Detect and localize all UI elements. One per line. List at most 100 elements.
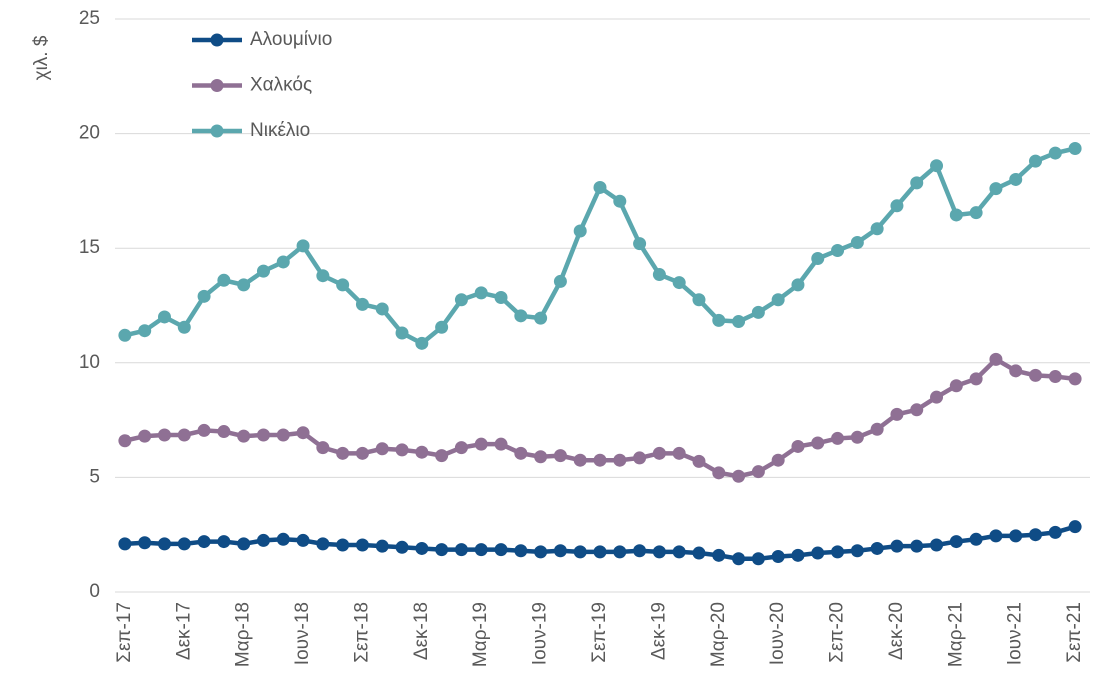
point	[157, 428, 171, 442]
point	[850, 235, 864, 249]
point	[197, 423, 211, 437]
point	[870, 541, 884, 555]
point	[692, 454, 706, 468]
legend-marker	[210, 79, 224, 92]
point	[355, 297, 369, 311]
point	[930, 390, 944, 404]
x-tick-label: Μαρ-19	[470, 602, 491, 667]
point	[296, 239, 310, 253]
point	[613, 453, 627, 467]
legend-marker	[210, 33, 224, 47]
point	[415, 541, 429, 555]
point	[276, 428, 290, 442]
point	[593, 545, 607, 559]
x-tick-label: Σεπ-21	[1064, 602, 1085, 663]
point	[652, 545, 666, 559]
point	[375, 539, 389, 553]
point	[791, 439, 805, 453]
point	[870, 422, 884, 436]
legend-label: Νικέλιο	[250, 120, 310, 141]
point	[395, 443, 409, 457]
point	[454, 441, 468, 455]
point	[652, 446, 666, 460]
point	[197, 535, 211, 549]
point	[930, 159, 944, 173]
point	[336, 278, 350, 292]
x-tick-label: Μαρ-18	[233, 602, 254, 667]
point	[494, 290, 508, 304]
point	[435, 543, 449, 557]
point	[751, 465, 765, 479]
point	[692, 293, 706, 307]
point	[652, 268, 666, 282]
point	[435, 320, 449, 334]
point	[514, 544, 528, 558]
point	[989, 352, 1003, 366]
point	[831, 545, 845, 559]
point	[811, 546, 825, 560]
point	[217, 273, 231, 287]
x-tick-label: Ιουν-19	[530, 602, 551, 665]
point	[692, 546, 706, 560]
point	[375, 302, 389, 316]
point	[454, 543, 468, 557]
point	[474, 543, 488, 557]
point	[732, 315, 746, 329]
point	[573, 453, 587, 467]
point	[613, 194, 627, 208]
point	[415, 336, 429, 350]
point	[157, 310, 171, 324]
point	[336, 446, 350, 460]
point	[989, 182, 1003, 196]
point	[256, 264, 270, 278]
point	[553, 274, 567, 288]
point	[910, 539, 924, 553]
point	[890, 407, 904, 421]
y-tick-label: 10	[79, 352, 100, 373]
point	[474, 286, 488, 300]
point	[197, 289, 211, 303]
point	[1068, 141, 1082, 155]
point	[593, 180, 607, 194]
y-tick-label: 15	[79, 237, 100, 258]
point	[593, 453, 607, 467]
point	[751, 552, 765, 566]
point	[177, 537, 191, 551]
x-tick-label: Δεκ-17	[173, 602, 194, 660]
point	[395, 540, 409, 554]
point	[177, 320, 191, 334]
point	[276, 255, 290, 269]
point	[553, 544, 567, 558]
x-tick-label: Δεκ-20	[886, 602, 907, 660]
point	[633, 544, 647, 558]
point	[1009, 172, 1023, 186]
point	[375, 442, 389, 456]
point	[296, 533, 310, 547]
point	[1009, 529, 1023, 543]
point	[415, 445, 429, 459]
point	[791, 548, 805, 562]
point	[890, 539, 904, 553]
legend-label: Αλουμίνιο	[250, 29, 332, 50]
point	[672, 446, 686, 460]
point	[910, 176, 924, 190]
point	[237, 429, 251, 443]
point	[573, 545, 587, 559]
x-tick-label: Μαρ-20	[708, 602, 729, 667]
point	[395, 326, 409, 340]
point	[553, 449, 567, 463]
point	[316, 269, 330, 283]
point	[672, 276, 686, 290]
point	[177, 428, 191, 442]
point	[771, 549, 785, 563]
point	[850, 430, 864, 444]
x-tick-label: Ιουν-21	[1005, 602, 1026, 665]
point	[712, 466, 726, 480]
x-tick-label: Σεπ-19	[589, 602, 610, 663]
point	[296, 426, 310, 440]
point	[534, 450, 548, 464]
point	[1029, 154, 1043, 168]
point	[355, 446, 369, 460]
point	[771, 293, 785, 307]
point	[217, 425, 231, 439]
